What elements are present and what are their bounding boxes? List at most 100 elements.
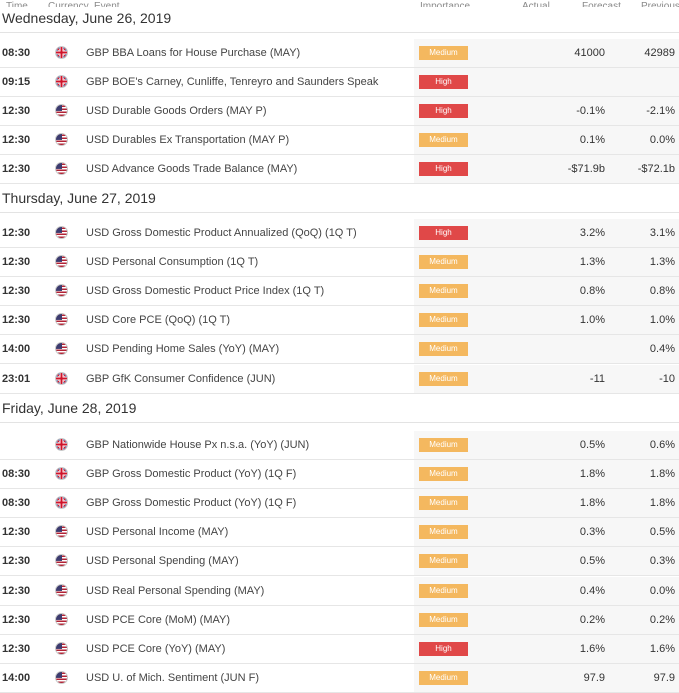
- event-forecast: 0.3%: [579, 526, 605, 538]
- event-time: 09:15: [2, 76, 31, 88]
- event-name[interactable]: GBP Nationwide House Px n.s.a. (YoY) (JU…: [86, 439, 310, 451]
- calendar-event-row[interactable]: 12:30 USD PCE Core (MoM) (MAY) Medium 0.2% 0…: [0, 606, 679, 635]
- importance-badge: High: [419, 75, 468, 89]
- event-previous: 97.9: [653, 672, 675, 684]
- importance-badge: Medium: [419, 313, 468, 327]
- importance-badge: High: [419, 226, 468, 240]
- event-name[interactable]: USD Gross Domestic Product Annualized (Q…: [86, 227, 357, 239]
- us-flag-icon: [55, 613, 68, 626]
- column-header-event: Event: [94, 1, 120, 12]
- event-time: 12:30: [2, 614, 31, 626]
- event-time: 08:30: [2, 468, 31, 480]
- calendar-event-row[interactable]: GBP Nationwide House Px n.s.a. (YoY) (JU…: [0, 431, 679, 460]
- event-forecast: 97.9: [583, 672, 605, 684]
- event-name[interactable]: GBP Gross Domestic Product (YoY) (1Q F): [86, 468, 297, 480]
- calendar-event-row[interactable]: 12:30 USD Core PCE (QoQ) (1Q T) Medium 1.0%…: [0, 306, 679, 335]
- day-header: Friday, June 28, 2019: [0, 397, 679, 423]
- event-forecast: -11: [589, 373, 605, 385]
- day-header: Wednesday, June 26, 2019: [0, 7, 679, 33]
- importance-badge: Medium: [419, 372, 468, 386]
- event-name[interactable]: GBP GfK Consumer Confidence (JUN): [86, 373, 276, 385]
- column-header-currency: Currency: [48, 1, 89, 12]
- importance-badge: High: [419, 162, 468, 176]
- uk-flag-icon: [55, 438, 68, 451]
- calendar-event-row[interactable]: 08:30 GBP Gross Domestic Product (YoY) (1…: [0, 489, 679, 518]
- calendar-event-row[interactable]: 12:30 USD PCE Core (YoY) (MAY) High 1.6% 1.6…: [0, 635, 679, 664]
- us-flag-icon: [55, 554, 68, 567]
- event-time: 08:30: [2, 497, 31, 509]
- column-header-importance: Importance: [420, 1, 470, 12]
- event-previous: 0.8%: [649, 285, 675, 297]
- event-forecast: 41000: [574, 47, 605, 59]
- event-name[interactable]: USD U. of Mich. Sentiment (JUN F): [86, 672, 259, 684]
- us-flag-icon: [55, 313, 68, 326]
- calendar-event-row[interactable]: 08:30 GBP BBA Loans for House Purchase (M…: [0, 39, 679, 68]
- calendar-event-row[interactable]: 12:30 USD Real Personal Spending (MAY) Med…: [0, 577, 679, 606]
- importance-badge: Medium: [419, 554, 468, 568]
- column-header-forecast: Forecast: [582, 1, 621, 12]
- event-name[interactable]: GBP BOE's Carney, Cunliffe, Tenreyro and…: [86, 76, 379, 88]
- us-flag-icon: [55, 671, 68, 684]
- event-previous: 1.6%: [649, 643, 675, 655]
- event-name[interactable]: USD Core PCE (QoQ) (1Q T): [86, 314, 231, 326]
- importance-badge: Medium: [419, 467, 468, 481]
- importance-badge: Medium: [419, 525, 468, 539]
- event-name[interactable]: USD PCE Core (YoY) (MAY): [86, 643, 226, 655]
- event-previous: -$72.1b: [637, 163, 675, 175]
- uk-flag-icon: [55, 46, 68, 59]
- day-date: Friday, June 28, 2019: [2, 400, 137, 416]
- us-flag-icon: [55, 162, 68, 175]
- importance-badge: Medium: [419, 584, 468, 598]
- calendar-event-row[interactable]: 12:30 USD Personal Spending (MAY) Medium 0.…: [0, 547, 679, 576]
- event-name[interactable]: USD PCE Core (MoM) (MAY): [86, 614, 231, 626]
- event-forecast: 1.8%: [579, 468, 605, 480]
- event-name[interactable]: GBP BBA Loans for House Purchase (MAY): [86, 47, 301, 59]
- importance-badge: High: [419, 104, 468, 118]
- event-previous: 1.0%: [649, 314, 675, 326]
- event-previous: 0.5%: [649, 526, 675, 538]
- event-time: 12:30: [2, 314, 31, 326]
- calendar-event-row[interactable]: 12:30 USD Durables Ex Transportation (MAY…: [0, 126, 679, 155]
- importance-badge: Medium: [419, 284, 468, 298]
- us-flag-icon: [55, 226, 68, 239]
- calendar-event-row[interactable]: 12:30 USD Durable Goods Orders (MAY P) Hig…: [0, 97, 679, 126]
- event-name[interactable]: USD Pending Home Sales (YoY) (MAY): [86, 343, 280, 355]
- importance-badge: High: [419, 642, 468, 656]
- event-previous: 0.0%: [649, 134, 675, 146]
- calendar-event-row[interactable]: 12:30 USD Personal Consumption (1Q T) Medi…: [0, 248, 679, 277]
- calendar-event-row[interactable]: 12:30 USD Personal Income (MAY) Medium 0.3%…: [0, 518, 679, 547]
- event-name[interactable]: GBP Gross Domestic Product (YoY) (1Q F): [86, 497, 297, 509]
- calendar-event-row[interactable]: 08:30 GBP Gross Domestic Product (YoY) (1…: [0, 460, 679, 489]
- event-forecast: 0.8%: [579, 285, 605, 297]
- calendar-event-row[interactable]: 12:30 USD Gross Domestic Product Annualiz…: [0, 219, 679, 248]
- calendar-event-row[interactable]: 12:30 USD Gross Domestic Product Price In…: [0, 277, 679, 306]
- us-flag-icon: [55, 255, 68, 268]
- event-time: 12:30: [2, 227, 31, 239]
- event-name[interactable]: USD Personal Consumption (1Q T): [86, 256, 259, 268]
- calendar-event-row[interactable]: 14:00 USD Pending Home Sales (YoY) (MAY) M…: [0, 335, 679, 364]
- event-name[interactable]: USD Advance Goods Trade Balance (MAY): [86, 163, 298, 175]
- event-name[interactable]: USD Durables Ex Transportation (MAY P): [86, 134, 290, 146]
- event-name[interactable]: USD Personal Income (MAY): [86, 526, 229, 538]
- event-name[interactable]: USD Personal Spending (MAY): [86, 555, 239, 567]
- us-flag-icon: [55, 642, 68, 655]
- day-date: Thursday, June 27, 2019: [2, 190, 156, 206]
- event-previous: 1.8%: [649, 468, 675, 480]
- calendar-event-row[interactable]: 12:30 USD Advance Goods Trade Balance (MA…: [0, 155, 679, 184]
- calendar-event-row[interactable]: 14:00 USD U. of Mich. Sentiment (JUN F) Me…: [0, 664, 679, 693]
- event-name[interactable]: USD Gross Domestic Product Price Index (…: [86, 285, 325, 297]
- event-forecast: 0.5%: [579, 439, 605, 451]
- event-time: 08:30: [2, 47, 31, 59]
- event-previous: -2.1%: [646, 105, 675, 117]
- column-header-actual: Actual: [522, 1, 550, 12]
- event-forecast: 1.6%: [579, 643, 605, 655]
- event-name[interactable]: USD Durable Goods Orders (MAY P): [86, 105, 267, 117]
- calendar-event-row[interactable]: 23:01 GBP GfK Consumer Confidence (JUN) Me…: [0, 365, 679, 394]
- event-name[interactable]: USD Real Personal Spending (MAY): [86, 585, 265, 597]
- us-flag-icon: [55, 104, 68, 117]
- calendar-event-row[interactable]: 09:15 GBP BOE's Carney, Cunliffe, Tenreyr…: [0, 68, 679, 97]
- event-previous: 0.3%: [649, 555, 675, 567]
- event-forecast: 0.4%: [579, 585, 605, 597]
- event-time: 14:00: [2, 672, 31, 684]
- event-time: 12:30: [2, 256, 31, 268]
